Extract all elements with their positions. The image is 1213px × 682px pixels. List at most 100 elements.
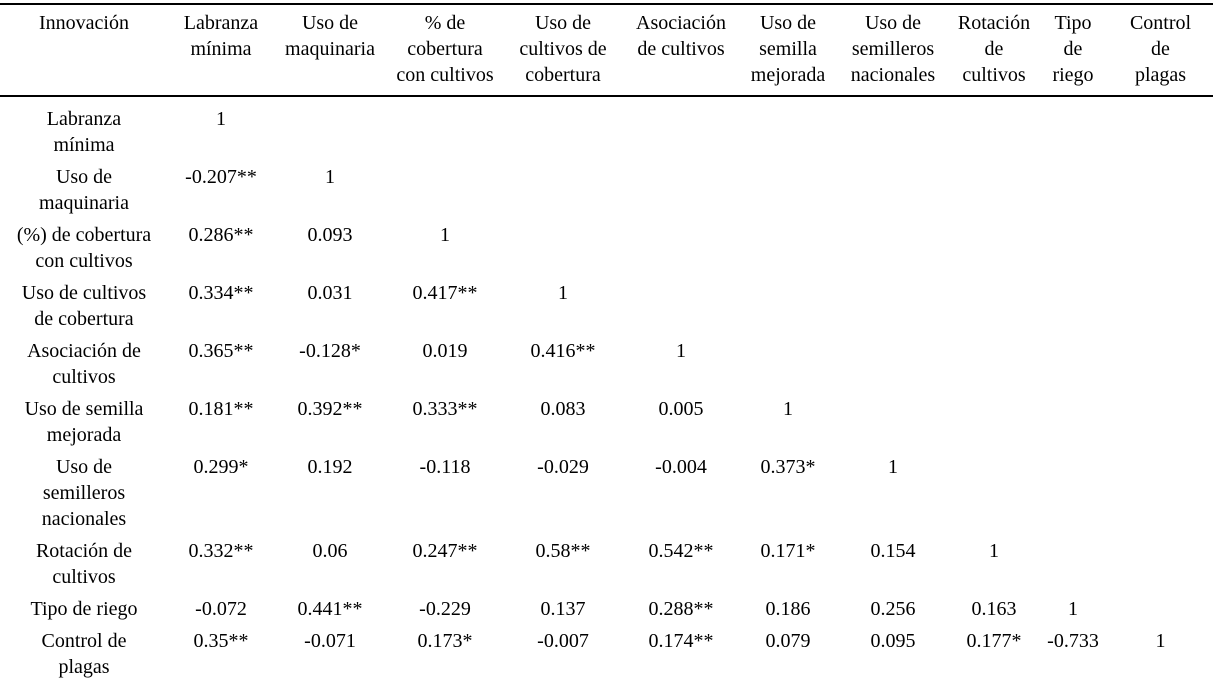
correlation-cell: 0.174** — [648, 630, 714, 652]
correlation-cell: 1 — [1068, 598, 1078, 620]
row-label: Asociación de cultivos — [27, 340, 141, 388]
correlation-cell: -0.118 — [419, 456, 471, 478]
empty-cell — [1108, 535, 1213, 593]
correlation-cell: 0.333** — [412, 398, 478, 420]
table-row: Tipo de riego -0.072 0.441** -0.229 0.137 0.2… — [0, 593, 1213, 625]
empty-cell — [504, 161, 622, 219]
empty-cell — [950, 451, 1038, 535]
empty-cell — [1108, 335, 1213, 393]
correlation-cell: 0.031 — [307, 282, 353, 304]
empty-cell — [622, 277, 740, 335]
column-header: Uso de cultivos de cobertura — [504, 4, 622, 97]
correlation-cell: 0.392** — [297, 398, 363, 420]
correlation-cell: 0.173* — [417, 630, 473, 652]
empty-cell — [836, 277, 950, 335]
table-row: Labranza mínima 1 — [0, 96, 1213, 161]
correlation-cell: 1 — [888, 456, 898, 478]
column-header: Uso de semilla mejorada — [740, 4, 836, 97]
correlation-cell: 0.093 — [307, 224, 353, 246]
row-label: (%) de cobertura con cultivos — [16, 224, 152, 272]
correlation-cell: 0.083 — [540, 398, 586, 420]
correlation-cell: 0.186 — [765, 598, 811, 620]
table-row: Rotación de cultivos 0.332** 0.06 0.247** 0.… — [0, 535, 1213, 593]
correlation-cell: 0.154 — [870, 540, 916, 562]
correlation-cell: 0.334** — [188, 282, 254, 304]
correlation-cell: 1 — [989, 540, 999, 562]
table-row: Uso de cultivos de cobertura 0.334** 0.031… — [0, 277, 1213, 335]
column-header: % de cobertura con cultivos — [386, 4, 504, 97]
correlation-cell: -0.004 — [655, 456, 707, 478]
empty-cell — [274, 96, 386, 161]
correlation-cell: 0.441** — [297, 598, 363, 620]
empty-cell — [836, 393, 950, 451]
empty-cell — [504, 219, 622, 277]
correlation-cell: 1 — [440, 224, 450, 246]
correlation-cell: -0.072 — [195, 598, 247, 620]
empty-cell — [740, 161, 836, 219]
correlation-cell: 0.019 — [422, 340, 468, 362]
correlation-cell: 0.256 — [870, 598, 916, 620]
row-label: Uso de maquinaria — [39, 166, 129, 214]
correlation-cell: 0.35** — [193, 630, 249, 652]
correlation-cell: 1 — [558, 282, 568, 304]
correlation-cell: -0.229 — [419, 598, 471, 620]
empty-cell — [1038, 219, 1108, 277]
empty-cell — [836, 96, 950, 161]
correlation-cell: -0.029 — [537, 456, 589, 478]
row-label: Uso de cultivos de cobertura — [21, 282, 147, 330]
empty-cell — [1038, 451, 1108, 535]
empty-cell — [1108, 161, 1213, 219]
correlation-cell: 0.286** — [188, 224, 254, 246]
column-header: Asociación de cultivos — [622, 4, 740, 97]
correlation-cell: 0.288** — [648, 598, 714, 620]
empty-cell — [836, 335, 950, 393]
correlation-cell: 0.095 — [870, 630, 916, 652]
empty-cell — [1038, 535, 1108, 593]
empty-cell — [950, 161, 1038, 219]
empty-cell — [740, 335, 836, 393]
row-label: Labranza mínima — [46, 108, 122, 156]
row-label: Rotación de cultivos — [35, 540, 133, 588]
table-row: Control de plagas 0.35** -0.071 0.173* -0.00… — [0, 625, 1213, 682]
empty-cell — [1108, 393, 1213, 451]
correlation-cell: -0.207** — [185, 166, 257, 188]
correlation-cell: 0.332** — [188, 540, 254, 562]
correlation-cell: -0.128* — [299, 340, 361, 362]
correlation-cell: 0.417** — [412, 282, 478, 304]
table-row: Asociación de cultivos 0.365** -0.128* 0.01… — [0, 335, 1213, 393]
correlation-cell: 1 — [325, 166, 335, 188]
table-row: (%) de cobertura con cultivos 0.286** 0.09… — [0, 219, 1213, 277]
empty-cell — [836, 219, 950, 277]
correlation-cell: 0.005 — [658, 398, 704, 420]
column-header: Uso de semilleros nacionales — [836, 4, 950, 97]
empty-cell — [622, 161, 740, 219]
correlation-cell: 0.181** — [188, 398, 254, 420]
empty-cell — [950, 393, 1038, 451]
table-header: Innovación Labranza mínima Uso de maquinar… — [0, 4, 1213, 97]
correlation-cell: 0.365** — [188, 340, 254, 362]
empty-cell — [950, 277, 1038, 335]
empty-cell — [950, 219, 1038, 277]
empty-cell — [1108, 219, 1213, 277]
correlation-cell: 0.177* — [966, 630, 1022, 652]
empty-cell — [1108, 451, 1213, 535]
correlation-cell: 0.542** — [648, 540, 714, 562]
empty-cell — [622, 219, 740, 277]
empty-cell — [622, 96, 740, 161]
column-header: Tipo de riego — [1038, 4, 1108, 97]
empty-cell — [950, 335, 1038, 393]
empty-cell — [386, 161, 504, 219]
innovation-column-header: Innovación — [0, 4, 168, 97]
correlation-cell: 0.58** — [535, 540, 591, 562]
correlation-cell: 0.416** — [530, 340, 596, 362]
empty-cell — [1038, 96, 1108, 161]
column-header: Control de plagas — [1108, 4, 1213, 97]
row-label: Tipo de riego — [30, 598, 138, 620]
empty-cell — [740, 277, 836, 335]
column-header: Labranza mínima — [168, 4, 274, 97]
table-row: Uso de semilleros nacionales 0.299* 0.192 -… — [0, 451, 1213, 535]
column-header: Rotación de cultivos — [950, 4, 1038, 97]
correlation-table: Innovación Labranza mínima Uso de maquinar… — [0, 3, 1213, 682]
correlation-cell: 1 — [1155, 630, 1166, 652]
